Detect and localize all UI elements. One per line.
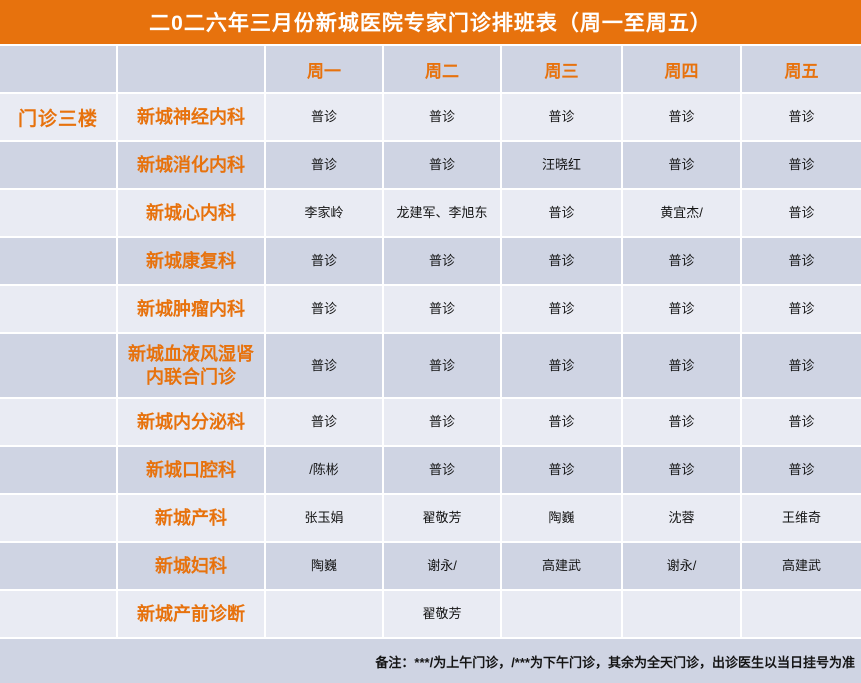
location-cell: 门诊三楼 xyxy=(0,94,116,140)
schedule-cell: 普诊 xyxy=(384,286,500,332)
schedule-cell: 普诊 xyxy=(502,238,621,284)
schedule-cell xyxy=(502,591,621,637)
schedule-cell: 普诊 xyxy=(384,447,500,493)
schedule-cell: 黄宜杰/ xyxy=(623,190,740,236)
location-cell xyxy=(0,591,116,637)
schedule-cell: 普诊 xyxy=(623,447,740,493)
schedule-cell: 普诊 xyxy=(266,286,382,332)
day-header-friday: 周五 xyxy=(742,46,861,92)
schedule-cell: 谢永/ xyxy=(384,543,500,589)
location-cell xyxy=(0,286,116,332)
department-cell: 新城心内科 xyxy=(118,190,264,236)
schedule-cell: 龙建军、李旭东 xyxy=(384,190,500,236)
schedule-cell: 普诊 xyxy=(384,94,500,140)
schedule-cell: 普诊 xyxy=(266,238,382,284)
department-cell: 新城妇科 xyxy=(118,543,264,589)
schedule-cell: 普诊 xyxy=(266,94,382,140)
department-cell: 新城内分泌科 xyxy=(118,399,264,445)
department-cell: 新城产前诊断 xyxy=(118,591,264,637)
schedule-cell: 翟敬芳 xyxy=(384,495,500,541)
location-cell xyxy=(0,399,116,445)
schedule-cell: 普诊 xyxy=(502,334,621,397)
schedule-cell: 普诊 xyxy=(623,142,740,188)
schedule-cell: 高建武 xyxy=(742,543,861,589)
schedule-cell: 普诊 xyxy=(502,447,621,493)
schedule-cell: 普诊 xyxy=(502,94,621,140)
department-cell: 新城口腔科 xyxy=(118,447,264,493)
schedule-cell: 普诊 xyxy=(266,399,382,445)
schedule-cell: /陈彬 xyxy=(266,447,382,493)
schedule-cell: 普诊 xyxy=(742,238,861,284)
department-cell: 新城康复科 xyxy=(118,238,264,284)
schedule-cell: 李家岭 xyxy=(266,190,382,236)
location-cell xyxy=(0,142,116,188)
day-header-thursday: 周四 xyxy=(623,46,740,92)
schedule-cell: 普诊 xyxy=(623,238,740,284)
schedule-cell: 普诊 xyxy=(623,94,740,140)
department-cell: 新城肿瘤内科 xyxy=(118,286,264,332)
header-corner-cell xyxy=(0,46,116,92)
location-cell xyxy=(0,238,116,284)
location-cell xyxy=(0,190,116,236)
schedule-cell xyxy=(742,591,861,637)
department-cell: 新城消化内科 xyxy=(118,142,264,188)
schedule-cell: 普诊 xyxy=(623,399,740,445)
header-department-cell xyxy=(118,46,264,92)
location-cell xyxy=(0,543,116,589)
day-header-wednesday: 周三 xyxy=(502,46,621,92)
schedule-cell: 普诊 xyxy=(623,286,740,332)
day-header-tuesday: 周二 xyxy=(384,46,500,92)
schedule-cell: 普诊 xyxy=(266,142,382,188)
schedule-cell: 普诊 xyxy=(742,190,861,236)
schedule-cell: 陶巍 xyxy=(502,495,621,541)
schedule-cell: 普诊 xyxy=(742,399,861,445)
schedule-cell: 翟敬芳 xyxy=(384,591,500,637)
schedule-cell: 普诊 xyxy=(742,94,861,140)
footer-note-row: 备注：***/为上午门诊，/***为下午门诊，其余为全天门诊，出诊医生以当日挂号… xyxy=(0,639,861,683)
location-cell xyxy=(0,334,116,397)
schedule-cell: 普诊 xyxy=(742,334,861,397)
department-cell: 新城产科 xyxy=(118,495,264,541)
day-header-monday: 周一 xyxy=(266,46,382,92)
schedule-cell: 普诊 xyxy=(384,142,500,188)
schedule-cell: 高建武 xyxy=(502,543,621,589)
schedule-cell: 张玉娟 xyxy=(266,495,382,541)
footer-note: 备注：***/为上午门诊，/***为下午门诊，其余为全天门诊，出诊医生以当日挂号… xyxy=(375,654,855,670)
department-cell: 新城血液风湿肾内联合门诊 xyxy=(118,334,264,397)
schedule-cell: 普诊 xyxy=(742,142,861,188)
schedule-cell: 沈蓉 xyxy=(623,495,740,541)
schedule-cell: 陶巍 xyxy=(266,543,382,589)
schedule-cell: 王维奇 xyxy=(742,495,861,541)
schedule-cell: 普诊 xyxy=(266,334,382,397)
schedule-cell: 普诊 xyxy=(384,334,500,397)
department-cell: 新城神经内科 xyxy=(118,94,264,140)
schedule-table: 周一 周二 周三 周四 周五 门诊三楼 新城神经内科 普诊 普诊 普诊 普诊 普… xyxy=(0,46,861,637)
schedule-cell: 普诊 xyxy=(502,399,621,445)
schedule-cell: 普诊 xyxy=(742,447,861,493)
schedule-cell: 普诊 xyxy=(384,238,500,284)
schedule-cell: 普诊 xyxy=(502,190,621,236)
schedule-cell: 普诊 xyxy=(742,286,861,332)
schedule-cell: 谢永/ xyxy=(623,543,740,589)
schedule-cell xyxy=(623,591,740,637)
location-cell xyxy=(0,447,116,493)
schedule-cell: 普诊 xyxy=(384,399,500,445)
schedule-cell xyxy=(266,591,382,637)
page-title: 二0二六年三月份新城医院专家门诊排班表（周一至周五） xyxy=(0,0,861,44)
schedule-cell: 汪晓红 xyxy=(502,142,621,188)
schedule-cell: 普诊 xyxy=(502,286,621,332)
location-cell xyxy=(0,495,116,541)
schedule-cell: 普诊 xyxy=(623,334,740,397)
